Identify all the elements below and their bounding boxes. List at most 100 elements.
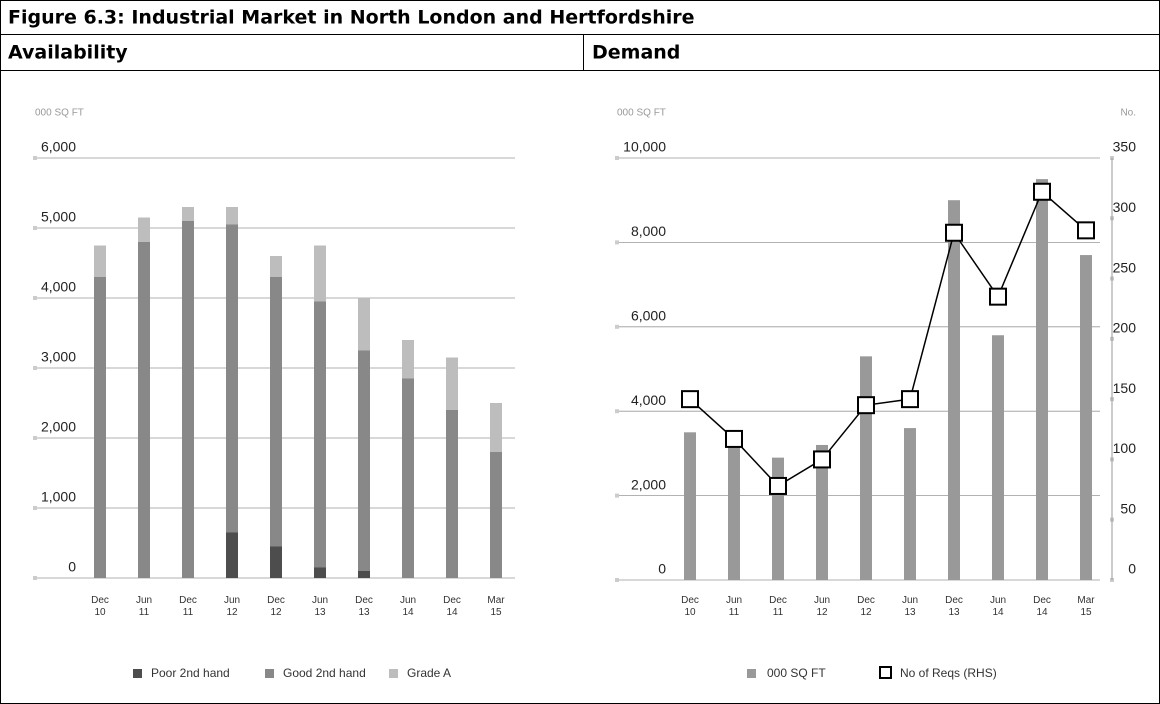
tick-mark [33,436,37,440]
legend-label: Grade A [407,666,451,680]
legend-swatch [133,669,142,678]
bar-segment [182,207,194,221]
bar-segment [402,340,414,379]
y-tick-label: 100 [1113,440,1137,456]
y-tick-label: 300 [1113,199,1137,215]
x-tick-label: Dec 11 [179,595,197,618]
bar [992,335,1004,580]
bar-segment [270,277,282,547]
bar [1036,179,1048,580]
x-tick-label: Dec 12 [857,595,875,618]
bar-segment [314,301,326,568]
y-tick-label: 0 [68,559,76,575]
line-marker [945,223,963,242]
legend-label: No of Reqs (RHS) [900,666,997,680]
tick-mark [615,156,619,160]
figure-title: Figure 6.3: Industrial Market in North L… [8,7,695,29]
x-tick-label: Dec 11 [769,595,787,618]
tick-mark [615,493,619,498]
tick-mark [33,506,37,510]
x-tick-label: Jun 12 [814,595,830,618]
legend-label: 000 SQ FT [767,666,826,680]
line-marker [681,390,699,409]
y-tick-label: 2,000 [41,419,76,435]
legend-swatch [389,669,398,678]
bar [1080,255,1092,580]
line-marker [813,450,831,469]
tick-mark [615,409,619,414]
legend-swatch [747,669,756,678]
x-tick-label: Dec 10 [91,595,109,618]
x-tick-label: Jun 13 [312,595,328,618]
y-tick-label: 0 [658,561,666,577]
x-tick-label: Dec 12 [267,595,285,618]
legend-label: Good 2nd hand [283,666,366,680]
bar-segment [490,452,502,578]
line-marker [769,476,787,495]
bar [728,444,740,580]
y-tick-label: 2,000 [631,476,666,492]
y-axis-label: 000 SQ FT [617,108,666,119]
legend-swatch [879,666,892,679]
line-marker [1033,182,1051,201]
y-tick-label: 5,000 [41,209,76,225]
bar-segment [226,224,238,533]
x-tick-label: Jun 13 [902,595,918,618]
y-tick-label: 150 [1113,380,1137,396]
bar-segment [446,410,458,578]
y-tick-label: 6,000 [631,308,666,324]
x-tick-label: Dec 13 [945,595,963,618]
tick-mark [33,576,37,580]
bar-segment [138,217,150,242]
legend-label: Poor 2nd hand [151,666,230,680]
y-tick-label: 4,000 [631,392,666,408]
line-marker [989,287,1007,306]
bar-segment [358,350,370,571]
x-tick-label: Jun 12 [224,595,240,618]
bar-segment [226,207,238,225]
tick-mark [33,366,37,370]
y-tick-label: 200 [1113,320,1137,336]
bar-segment [358,298,370,351]
legend-swatch [265,669,274,678]
y-tick-label: 250 [1113,259,1137,275]
tick-mark [615,578,619,582]
bar-segment [138,242,150,578]
tick-mark [33,296,37,300]
x-tick-label: Mar 15 [487,595,505,618]
y-tick-label: 0 [1128,561,1136,577]
y2-axis-label: No. [1120,108,1136,119]
y-tick-label: 3,000 [41,349,76,365]
bar-segment [314,245,326,302]
x-tick-label: Jun 14 [400,595,416,618]
y-tick-label: 8,000 [631,223,666,239]
y-tick-label: 10,000 [623,139,666,155]
bar-segment [94,277,106,578]
x-tick-label: Dec 14 [443,595,461,618]
panel-header: Demand [592,42,680,64]
tick-mark [33,156,37,160]
x-tick-label: Jun 11 [136,595,152,618]
x-tick-label: Dec 10 [681,595,699,618]
line-marker [725,429,743,448]
bar-segment [314,567,326,578]
y-tick-label: 1,000 [41,489,76,505]
bar-segment [490,403,502,452]
x-tick-label: Jun 14 [990,595,1006,618]
bar [904,428,916,580]
bar-segment [226,532,238,578]
y-tick-label: 6,000 [41,139,76,155]
line [689,190,1087,487]
line-marker [901,390,919,409]
bar [860,356,872,580]
x-tick-label: Dec 13 [355,595,373,618]
bar [948,200,960,580]
bar-segment [94,245,106,277]
bar-segment [182,221,194,578]
bar-segment [402,378,414,578]
y-tick-label: 50 [1120,500,1136,516]
bar [684,432,696,580]
panel-header: Availability [8,42,128,64]
